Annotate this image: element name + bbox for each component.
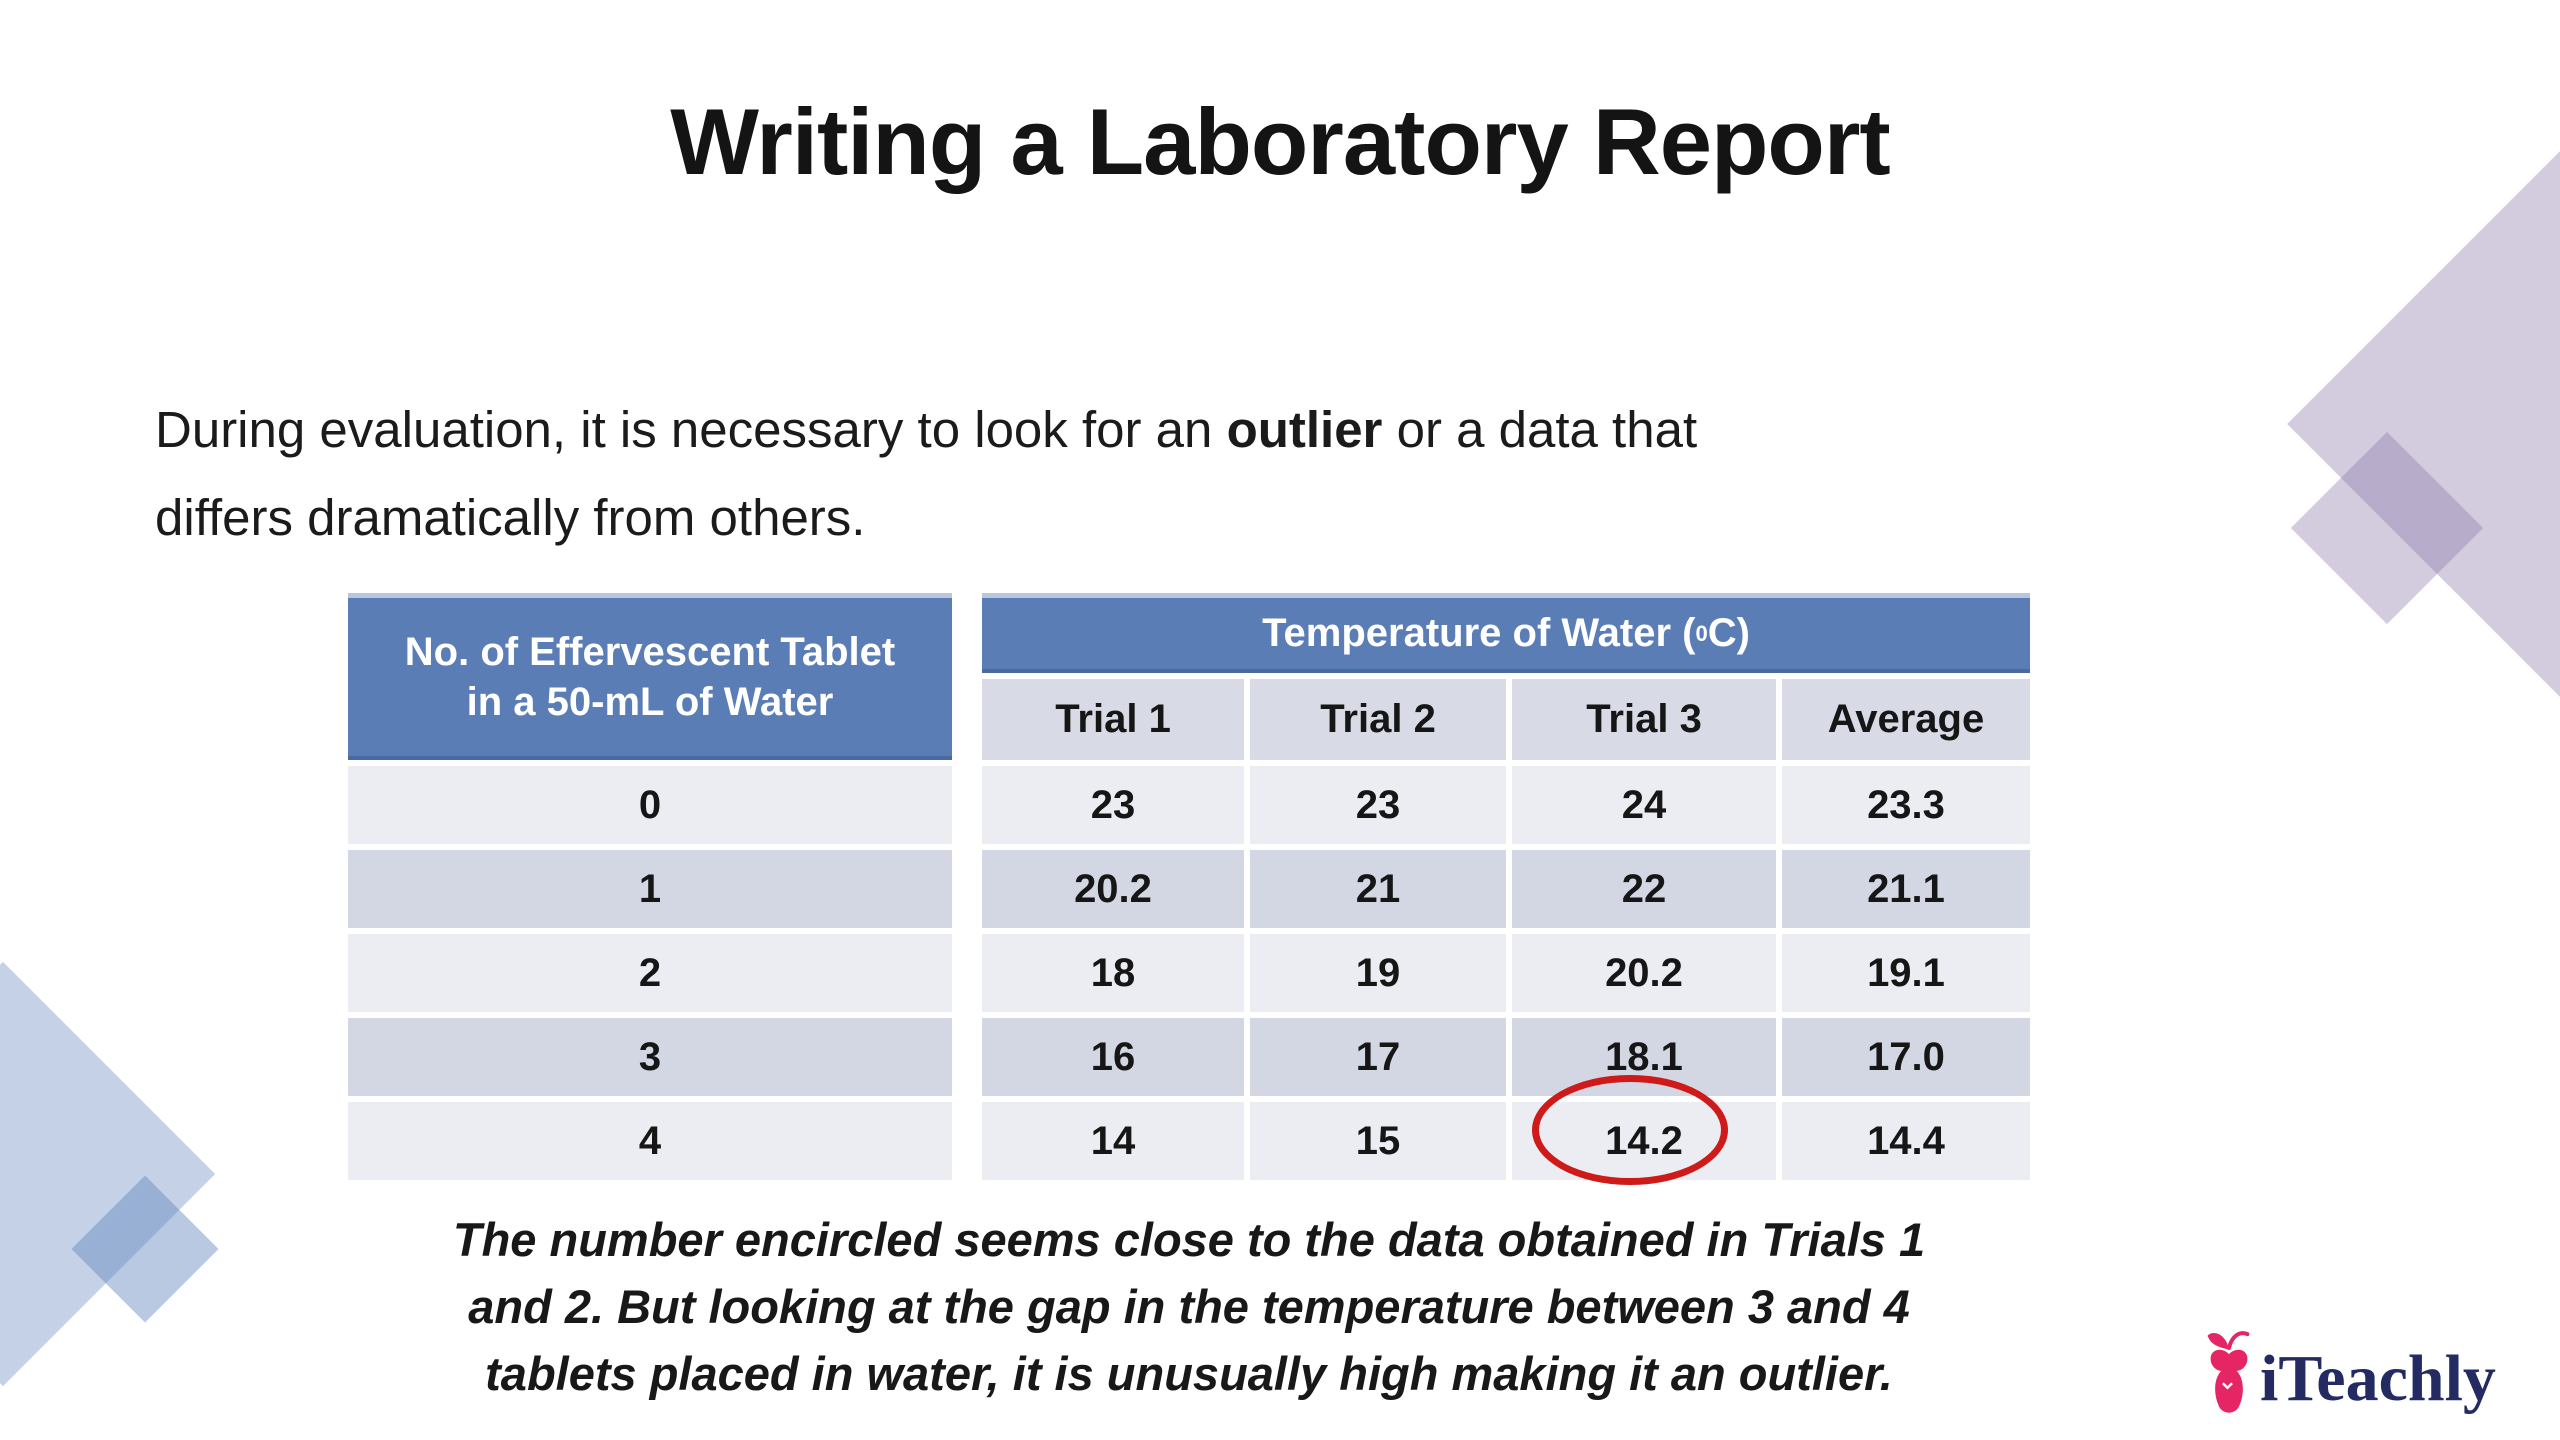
table-cell: 23 [982, 766, 1244, 844]
intro-line-2: differs dramatically from others. [155, 489, 866, 546]
outlier-keyword: outlier [1226, 401, 1383, 458]
column-header-average: Average [1782, 679, 2030, 760]
table-cell-tablets: 1 [348, 850, 952, 928]
column-header-trial1: Trial 1 [982, 679, 1244, 760]
iteachly-apple-icon [2206, 1328, 2252, 1425]
caption-line-3: tablets placed in water, it is unusually… [485, 1347, 1893, 1400]
column-header-trial3: Trial 3 [1512, 679, 1776, 760]
table-cell: 20.2 [1512, 934, 1776, 1012]
table-cell: 20.2 [982, 850, 1244, 928]
intro-line-1: During evaluation, it is necessary to lo… [155, 401, 1698, 458]
table-cell: 22 [1512, 850, 1776, 928]
table-cell: 23.3 [1782, 766, 2030, 844]
row-header-line-1: No. of Effervescent Tablet [404, 630, 896, 674]
table-cell: 18 [982, 934, 1244, 1012]
table-caption: The number encircled seems close to the … [348, 1206, 2030, 1407]
table-cell: 23 [1250, 766, 1506, 844]
table-cell: 14.4 [1782, 1102, 2030, 1180]
table-cell-tablets: 3 [348, 1018, 952, 1096]
table-cell: 21.1 [1782, 850, 2030, 928]
page-title: Writing a Laboratory Report [670, 89, 1890, 194]
table-cell: 14 [982, 1102, 1244, 1180]
table-cell: 18.1 [1512, 1018, 1776, 1096]
column-header-trial2: Trial 2 [1250, 679, 1506, 760]
table-cell: 24 [1512, 766, 1776, 844]
table-cell: 19.1 [1782, 934, 2030, 1012]
group-header-cell: Temperature of Water (0 C) [982, 593, 2030, 673]
results-table: No. of Effervescent Tablet in a 50-mL of… [348, 593, 2030, 1180]
outlier-circle-annotation [1532, 1075, 1728, 1185]
row-header-line-2: in a 50-mL of Water [466, 680, 834, 724]
blue-diamond-large [0, 961, 216, 1387]
table-cell: 19 [1250, 934, 1506, 1012]
iteachly-logo: iTeachly [2206, 1328, 2496, 1425]
table-cell: 17 [1250, 1018, 1506, 1096]
table-cell: 17.0 [1782, 1018, 2030, 1096]
iteachly-logo-text: iTeachly [2260, 1342, 2496, 1415]
caption-line-2: and 2. But looking at the gap in the tem… [468, 1280, 1910, 1333]
table-cell: 15 [1250, 1102, 1506, 1180]
table-cell: 16 [982, 1018, 1244, 1096]
intro-paragraph: During evaluation, it is necessary to lo… [155, 386, 1697, 562]
table-cell: 21 [1250, 850, 1506, 928]
row-header-cell: No. of Effervescent Tablet in a 50-mL of… [348, 593, 952, 760]
table-cell-tablets: 0 [348, 766, 952, 844]
table-cell-tablets: 4 [348, 1102, 952, 1180]
table-cell-tablets: 2 [348, 934, 952, 1012]
caption-line-1: The number encircled seems close to the … [452, 1213, 1926, 1266]
